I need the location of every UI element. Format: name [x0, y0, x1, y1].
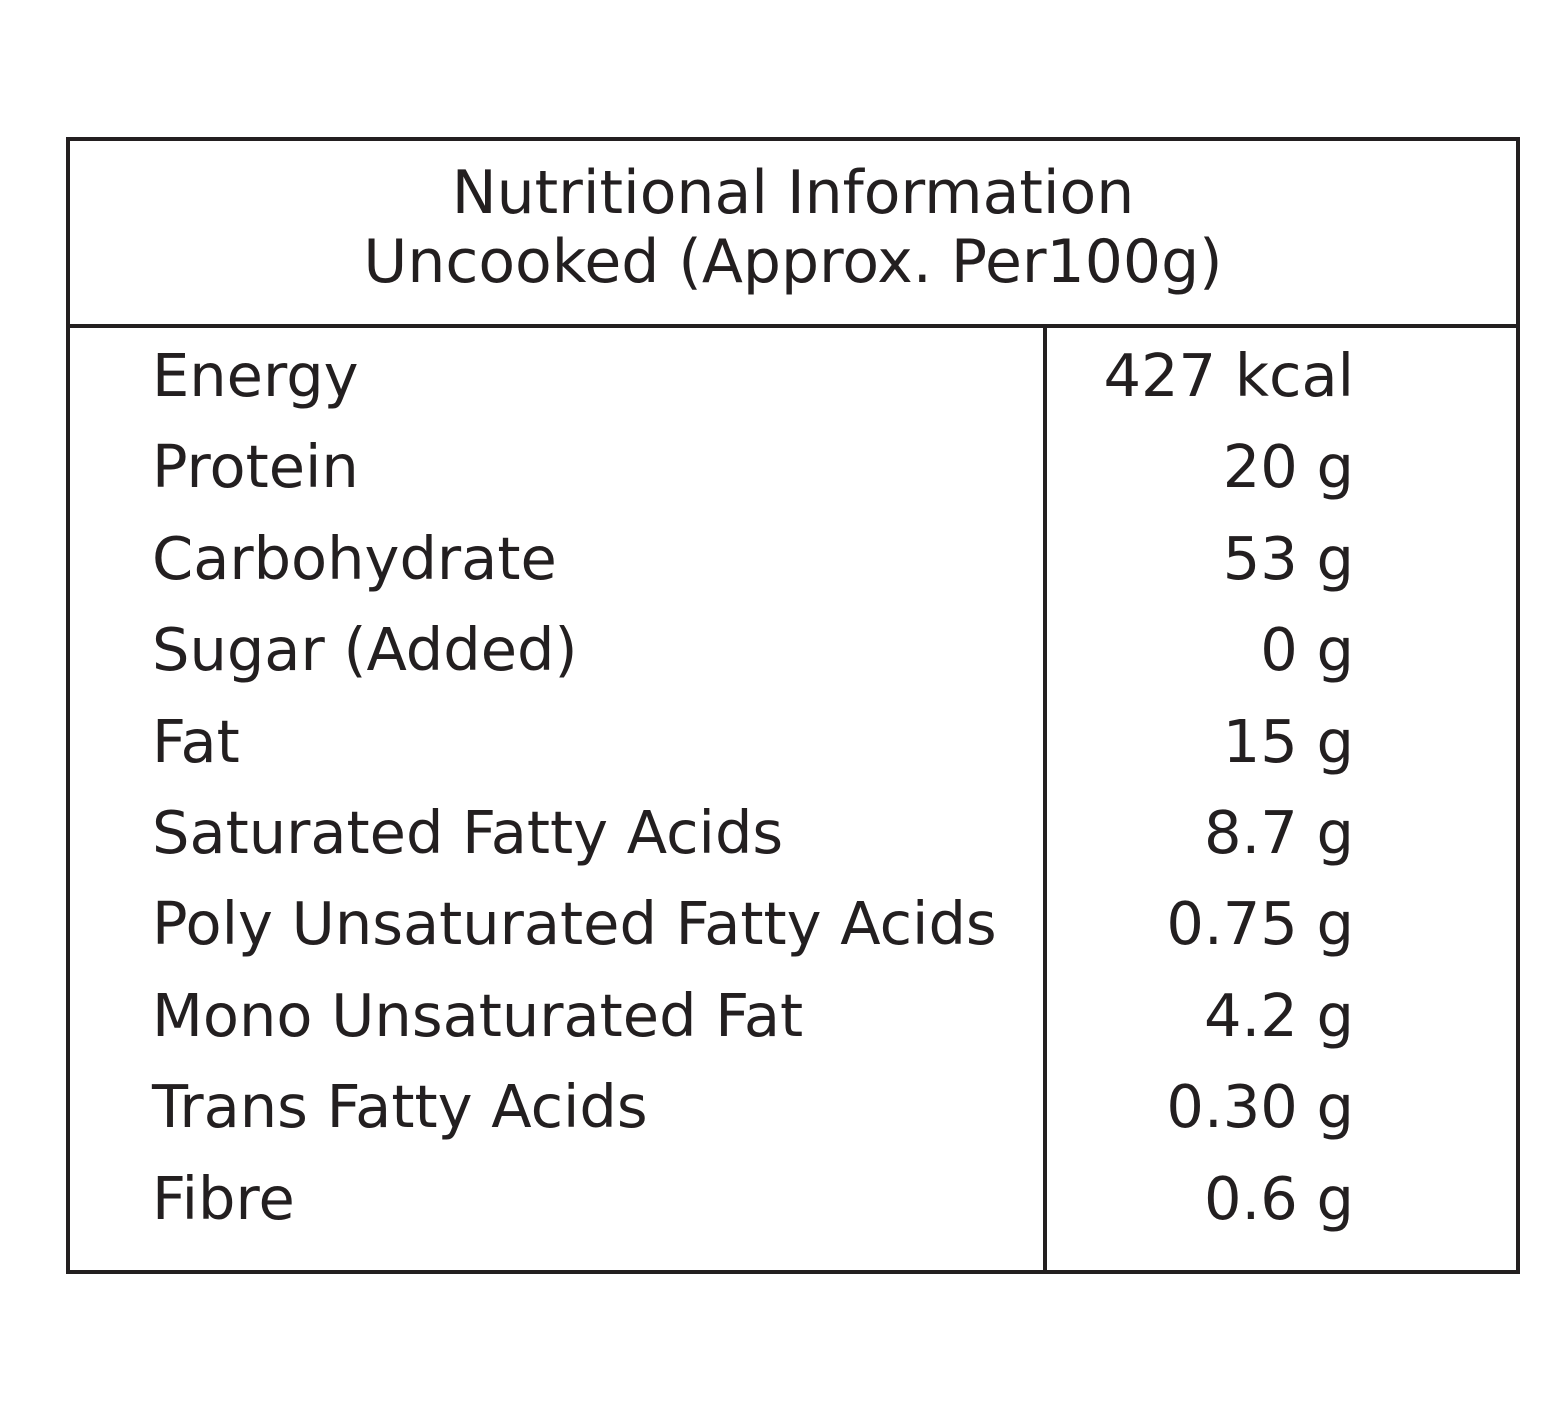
- nutrition-table: Nutritional Information Uncooked (Approx…: [66, 137, 1520, 1274]
- nutrient-value: 0.75 g: [1166, 889, 1354, 959]
- nutrient-label: Sugar (Added): [152, 615, 578, 685]
- table-title: Nutritional Information: [451, 158, 1135, 228]
- table-row: Fibre 0.6 g: [70, 1155, 1516, 1246]
- table-row: Mono Unsaturated Fat 4.2 g: [70, 972, 1516, 1063]
- nutrient-value: 0.6 g: [1203, 1163, 1354, 1233]
- table-header: Nutritional Information Uncooked (Approx…: [70, 141, 1516, 328]
- nutrient-value: 53 g: [1222, 523, 1354, 593]
- nutrient-value: 0 g: [1260, 615, 1354, 685]
- nutrient-label: Protein: [152, 432, 359, 502]
- table-subtitle: Uncooked (Approx. Per100g): [363, 227, 1223, 297]
- table-row: Protein 20 g: [70, 423, 1516, 514]
- nutrient-value: 4.2 g: [1203, 980, 1354, 1050]
- nutrient-label: Saturated Fatty Acids: [152, 797, 784, 867]
- nutrient-label: Carbohydrate: [152, 523, 557, 593]
- nutrient-label: Fat: [152, 706, 240, 776]
- nutrient-label: Poly Unsaturated Fatty Acids: [152, 889, 997, 959]
- table-row: Poly Unsaturated Fatty Acids 0.75 g: [70, 880, 1516, 971]
- nutrient-label: Fibre: [152, 1163, 295, 1233]
- nutrient-value: 20 g: [1222, 432, 1354, 502]
- table-row: Saturated Fatty Acids 8.7 g: [70, 789, 1516, 880]
- nutrient-value: 8.7 g: [1203, 797, 1354, 867]
- nutrient-label: Trans Fatty Acids: [152, 1072, 648, 1142]
- column-divider: [1043, 326, 1047, 1274]
- table-row: Fat 15 g: [70, 698, 1516, 789]
- nutrient-value: 0.30 g: [1166, 1072, 1354, 1142]
- table-row: Carbohydrate 53 g: [70, 515, 1516, 606]
- nutrient-label: Energy: [152, 341, 359, 410]
- table-row: Trans Fatty Acids 0.30 g: [70, 1063, 1516, 1154]
- table-row: Energy 427 kcal: [70, 332, 1516, 423]
- table-row: Sugar (Added) 0 g: [70, 606, 1516, 697]
- nutrient-label: Mono Unsaturated Fat: [152, 980, 804, 1050]
- nutrient-value: 427 kcal: [1103, 341, 1354, 410]
- nutrient-rows: Energy 427 kcal Protein 20 g Carbohydrat…: [70, 332, 1516, 1246]
- nutrient-value: 15 g: [1222, 706, 1354, 776]
